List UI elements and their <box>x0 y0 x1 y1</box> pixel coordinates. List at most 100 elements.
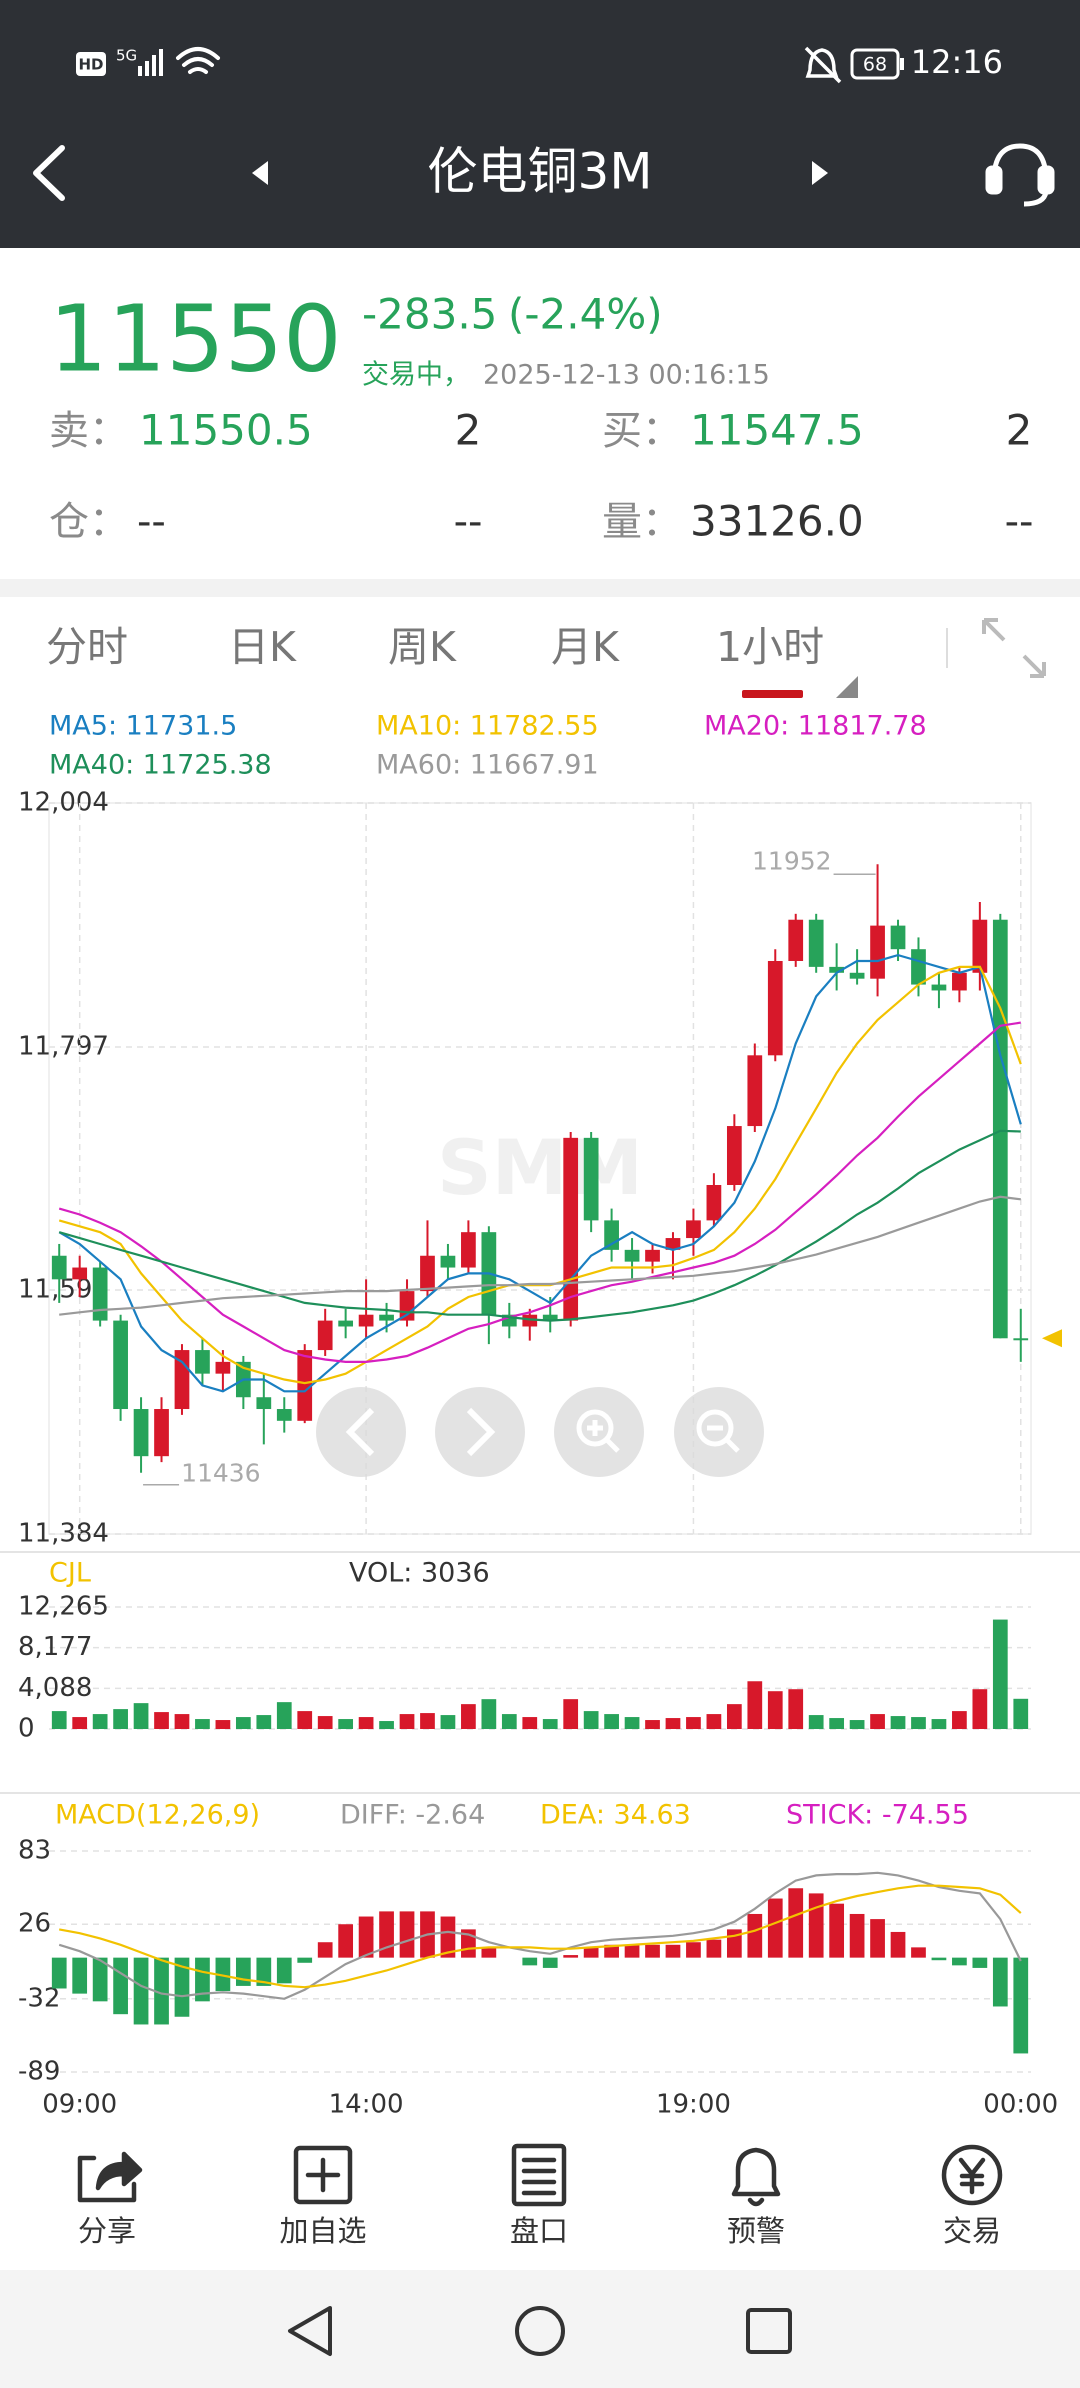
macd-bar <box>542 1957 558 1968</box>
legend-item: STICK: -74.55 <box>786 1800 969 1831</box>
volume-bar <box>829 1718 845 1729</box>
hd-badge <box>76 52 106 76</box>
pan-left-button[interactable] <box>316 1387 406 1477</box>
candle-body <box>358 1314 374 1327</box>
tab-active[interactable]: 1小时 <box>716 623 824 671</box>
volume-bar <box>235 1717 251 1729</box>
candle-body <box>195 1350 210 1374</box>
volume-bar <box>317 1716 333 1729</box>
volume-bar <box>952 1711 967 1729</box>
service-button[interactable] <box>985 143 1055 207</box>
tab[interactable]: 分时 <box>46 623 128 671</box>
bid-price: 11547.5 <box>690 406 864 455</box>
candle-body <box>317 1320 333 1351</box>
pan-right-button[interactable] <box>435 1387 525 1477</box>
candle-body <box>399 1291 415 1321</box>
battery-tip <box>900 58 904 70</box>
toolbar-label[interactable]: 交易 <box>943 2214 1001 2248</box>
volume-bar <box>133 1703 149 1729</box>
macd-bar <box>235 1957 251 1986</box>
tab-dropdown[interactable] <box>836 676 858 698</box>
legend-title: MACD(12,26,9) <box>55 1800 260 1831</box>
zoom-out-button[interactable] <box>674 1387 764 1477</box>
y-tick-label: 0 <box>18 1714 35 1744</box>
next-contract[interactable] <box>812 161 828 185</box>
macd-bar <box>51 1957 67 1989</box>
macd-bar <box>92 1957 108 2002</box>
zoom-in-button[interactable] <box>554 1387 644 1477</box>
last-price-marker <box>1042 1329 1062 1348</box>
nav-back[interactable] <box>288 2306 332 2356</box>
section-gap <box>0 579 1080 597</box>
macd-bar <box>788 1888 804 1958</box>
volume-bar <box>972 1689 988 1729</box>
volume-bar <box>399 1714 415 1729</box>
volume-bar <box>195 1719 210 1729</box>
network-text: 5G <box>116 47 137 65</box>
candle-body <box>522 1314 538 1327</box>
y-tick-label: 4,088 <box>18 1673 92 1703</box>
candle-body <box>808 919 824 967</box>
candle-body <box>72 1267 88 1280</box>
pan-left-icon <box>345 1407 375 1457</box>
y-tick-label: 26 <box>18 1909 51 1939</box>
volume-bar <box>542 1719 558 1729</box>
volume-bar <box>583 1711 599 1729</box>
macd-bar <box>808 1893 824 1958</box>
macd-bar <box>113 1957 128 2015</box>
back-button[interactable] <box>33 145 65 201</box>
annotation: 11436 <box>181 1459 261 1488</box>
macd-bar <box>317 1942 333 1958</box>
macd-bar <box>358 1916 374 1958</box>
ask-price: 11550.5 <box>139 406 313 455</box>
last-price: 11550 <box>49 285 342 392</box>
macd-bar <box>706 1939 722 1958</box>
ma-line <box>58 953 1022 1393</box>
toolbar-label[interactable]: 分享 <box>78 2214 136 2248</box>
prev-contract[interactable] <box>252 161 268 185</box>
volume-bar <box>992 1619 1008 1729</box>
y-tick-label: 12,004 <box>18 788 109 818</box>
y-tick-label: 11,384 <box>18 1519 109 1549</box>
tab[interactable]: 周K <box>388 623 457 671</box>
candle-body <box>604 1220 619 1250</box>
candle-body <box>686 1220 701 1239</box>
macd-bar <box>911 1947 926 1958</box>
volume-bar <box>890 1716 906 1729</box>
candle-body <box>215 1361 231 1374</box>
nav-home[interactable] <box>515 2306 565 2356</box>
volume-bar <box>501 1714 517 1729</box>
volume-bar <box>276 1702 292 1729</box>
macd-bar <box>133 1957 149 2025</box>
page-title: 伦电铜3M <box>428 143 653 201</box>
volume-bar <box>440 1715 456 1729</box>
share-icon <box>77 2151 143 2203</box>
ma-line <box>58 1129 1021 1322</box>
legend-item: MA40: 11725.38 <box>49 750 272 781</box>
volume-bar <box>113 1709 128 1729</box>
macd-bar <box>195 1957 210 2002</box>
toolbar-label[interactable]: 加自选 <box>279 2214 366 2248</box>
toolbar-label[interactable]: 盘口 <box>510 2214 568 2248</box>
macd-bar <box>174 1957 190 2017</box>
volume-bar <box>461 1704 476 1729</box>
watermark: SMM <box>437 1123 643 1212</box>
macd-bar <box>276 1957 292 1984</box>
macd-bar <box>890 1931 906 1958</box>
toolbar-label[interactable]: 预警 <box>727 2214 785 2248</box>
candle-body <box>645 1249 660 1262</box>
volume-bar <box>686 1717 701 1729</box>
nav-recents[interactable] <box>746 2308 792 2354</box>
tab[interactable]: 日K <box>228 623 297 671</box>
fullscreen-button[interactable] <box>982 618 1046 678</box>
candle-body <box>440 1255 456 1268</box>
candle-body <box>583 1137 599 1221</box>
tab[interactable]: 月K <box>551 623 620 671</box>
hd-text: HD <box>78 56 103 74</box>
macd-bar <box>931 1957 947 1961</box>
y-tick-label: 8,177 <box>18 1632 92 1662</box>
macd-bar <box>849 1913 865 1958</box>
quote-time: 2025-12-13 00:16:15 <box>483 360 770 391</box>
zoom-out-icon <box>696 1409 740 1453</box>
macd-line <box>58 1871 1022 2000</box>
